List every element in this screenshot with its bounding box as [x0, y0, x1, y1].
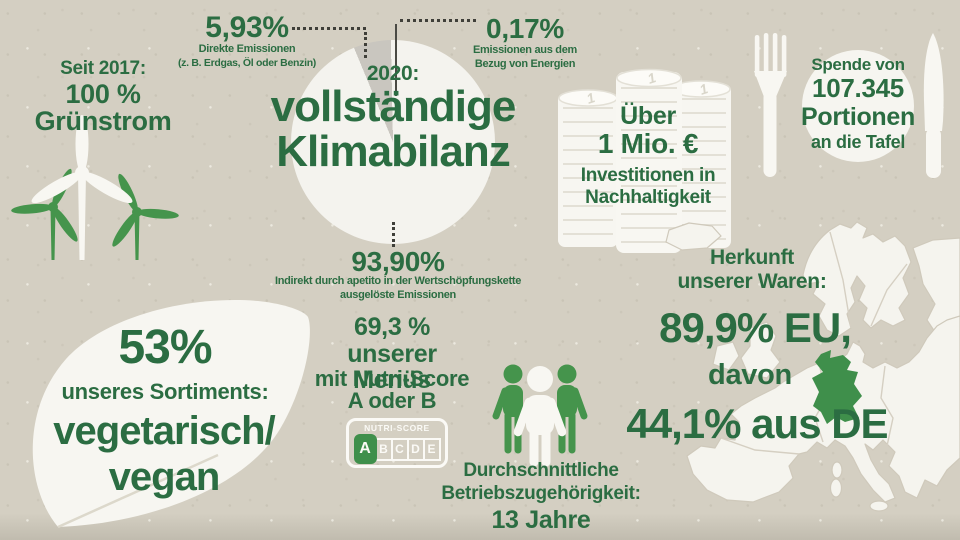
- origin-header1: Herkunft: [710, 246, 794, 269]
- climate-title-line1: vollständige: [270, 82, 517, 131]
- direct-emissions-label2: (z. B. Erdgas, Öl oder Benzin): [177, 57, 317, 69]
- energy-emissions-label2: Bezug von Energien: [474, 58, 576, 70]
- indirect-emissions-value: 93,90%: [351, 246, 445, 277]
- origin-de-value: 44,1% aus DE: [626, 400, 888, 447]
- climate-title-line2: Klimabilanz: [276, 127, 511, 176]
- green-power-line2: 100 %: [65, 79, 141, 109]
- direct-emissions-value: 5,93%: [205, 11, 289, 44]
- nutri-line3: A oder B: [347, 388, 437, 413]
- leader-direct-vertical: [364, 32, 367, 58]
- investment-line2: 1 Mio. €: [597, 128, 699, 159]
- tenure-line1: Durchschnittliche: [463, 460, 619, 481]
- investment-line1: Über: [620, 102, 676, 130]
- investment-line3: Investitionen in: [580, 165, 716, 186]
- energy-emissions-value: 0,17%: [486, 13, 564, 44]
- indirect-emissions-label2: ausgelöste Emissionen: [340, 289, 456, 301]
- leader-indirect-vertical: [392, 222, 395, 247]
- assortment-label: unseres Sortiments:: [61, 379, 269, 404]
- wind-turbines-icon: [11, 115, 179, 260]
- donation-line3: Portionen: [801, 103, 915, 131]
- assortment-line1: vegetarisch/: [53, 409, 275, 453]
- investment-line4: Nachhaltigkeit: [585, 187, 711, 208]
- nutri-grade-a: A: [353, 434, 377, 464]
- origin-header2: unserer Waren:: [677, 270, 827, 293]
- donation-line2: 107.345: [812, 73, 904, 103]
- tenure-value: 13 Jahre: [491, 506, 591, 534]
- corsica-shape: [831, 461, 843, 479]
- tenure-line2: Betriebszugehörigkeit:: [441, 483, 641, 504]
- origin-connector: davon: [708, 359, 792, 391]
- people-icon: [492, 364, 588, 467]
- energy-emissions-label1: Emissionen aus dem: [472, 44, 578, 56]
- nutri-badge-title: NUTRI-SCORE: [364, 423, 430, 433]
- green-power-line3: Grünstrom: [34, 106, 172, 136]
- donation-line4: an die Tafel: [810, 132, 906, 152]
- fork-icon: [754, 33, 787, 177]
- assortment-value: 53%: [118, 321, 212, 374]
- nutri-grade-e: E: [422, 437, 441, 461]
- nutri-value: 69,3 %: [353, 313, 431, 341]
- direct-emissions-label1: Direkte Emissionen: [198, 43, 296, 55]
- sicily-shape: [869, 500, 889, 512]
- nutri-grades: A B C D E: [353, 434, 441, 464]
- donation-line1: Spende von: [811, 55, 905, 74]
- assortment-line2: vegan: [108, 455, 221, 499]
- origin-eu-value: 89,9% EU,: [659, 304, 852, 351]
- indirect-emissions-label1: Indirekt durch apetito in der Wertschöpf…: [274, 275, 522, 287]
- sardinia-shape: [829, 478, 843, 498]
